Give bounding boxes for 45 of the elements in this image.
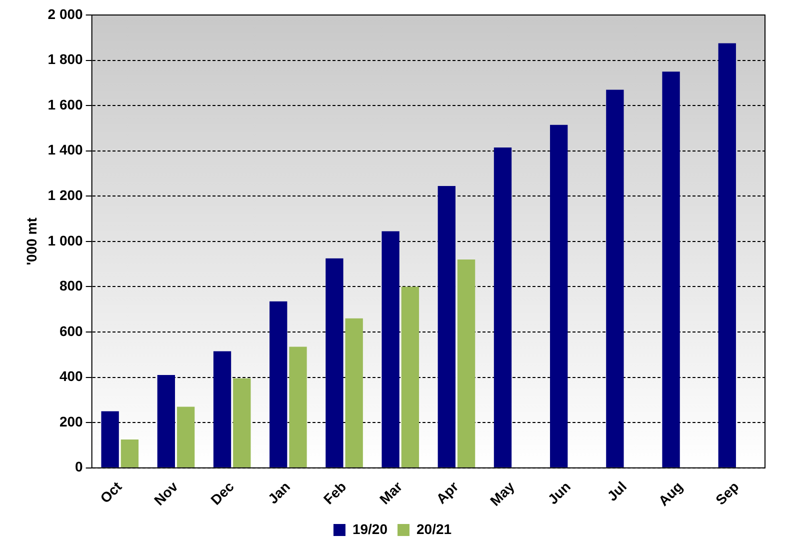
- y-tick-label: 800: [59, 278, 84, 294]
- x-tick-label: Jun: [544, 478, 574, 508]
- y-tick-label: 1 200: [48, 187, 84, 204]
- bar: [289, 346, 307, 468]
- legend-label: 19/20: [352, 520, 388, 537]
- bar: [213, 351, 232, 468]
- bar: [606, 90, 624, 468]
- x-tick-label: Feb: [320, 478, 350, 508]
- bar: [326, 258, 344, 468]
- x-tick-label: Mar: [376, 478, 406, 508]
- x-tick-label: Apr: [432, 478, 462, 507]
- legend-label: 20/21: [416, 520, 452, 537]
- bar: [438, 186, 456, 468]
- x-tick-label: Dec: [207, 478, 238, 508]
- y-tick-label: 1 000: [48, 232, 84, 248]
- bar: [101, 411, 119, 468]
- x-tick-label: Oct: [96, 478, 125, 506]
- bar: [345, 318, 363, 468]
- x-tick-label: Sep: [712, 478, 742, 508]
- x-tick-label: Nov: [150, 478, 181, 508]
- y-tick-label: 400: [59, 368, 84, 384]
- bar: [662, 72, 680, 468]
- y-tick-label: 200: [59, 413, 84, 430]
- x-tick-label: May: [486, 478, 518, 509]
- bar: [494, 147, 512, 468]
- bar: [120, 440, 139, 468]
- y-tick-label: 1 600: [48, 96, 84, 112]
- bar: [718, 43, 736, 468]
- y-tick-label: 1 800: [48, 51, 84, 68]
- bar: [457, 260, 476, 468]
- bar: [401, 286, 420, 468]
- y-tick-label: 1 400: [48, 142, 84, 158]
- y-tick-label: 600: [59, 322, 84, 339]
- bar: [270, 301, 288, 468]
- bar: [550, 124, 568, 468]
- x-tick-label: Jul: [604, 478, 630, 504]
- x-tick-label: Aug: [655, 478, 686, 509]
- bar: [157, 375, 175, 468]
- bar: [233, 378, 251, 468]
- y-axis-title: '000 mt: [23, 217, 40, 266]
- bar: [176, 406, 195, 468]
- bar: [382, 231, 400, 468]
- x-tick-label: Jan: [264, 478, 294, 507]
- y-tick-label: 0: [75, 458, 84, 475]
- y-tick-label: 2 000: [48, 6, 84, 22]
